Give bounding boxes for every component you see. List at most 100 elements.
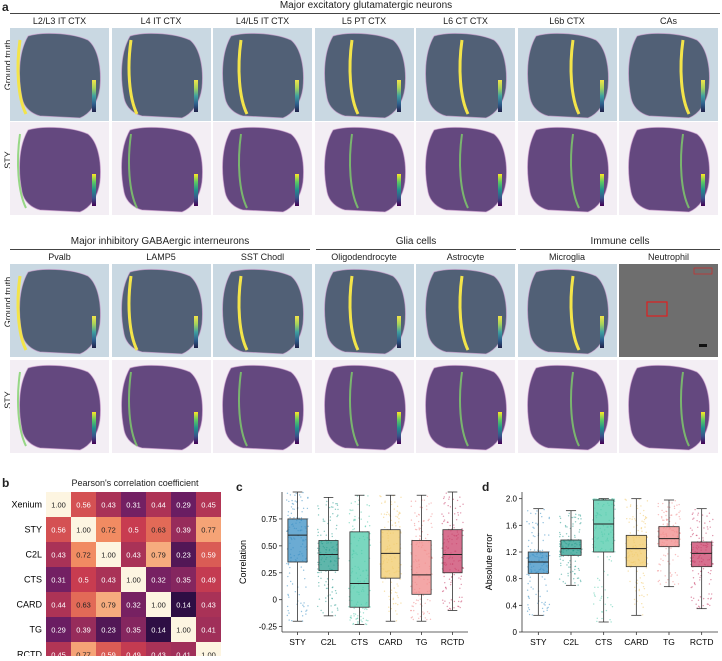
data-point <box>534 513 537 515</box>
data-point <box>628 521 630 523</box>
y-tick-label: 0.50 <box>261 542 277 551</box>
data-point <box>567 515 570 517</box>
data-point <box>707 603 709 605</box>
data-point <box>391 524 393 526</box>
heatmap-row-label: RCTD <box>17 650 42 657</box>
data-point <box>416 515 418 517</box>
data-point <box>462 503 464 505</box>
data-point <box>324 520 326 522</box>
x-tick-label: CTS <box>595 637 612 647</box>
data-point <box>674 522 677 524</box>
data-point <box>306 507 309 510</box>
data-point <box>418 617 420 620</box>
heatmap-value: 0.56 <box>76 501 91 510</box>
data-point <box>317 528 319 531</box>
data-point <box>448 496 451 498</box>
heatmap-value: 0.44 <box>51 601 66 610</box>
data-point <box>530 512 532 515</box>
data-point <box>596 617 598 620</box>
heatmap-value: 0.79 <box>101 601 116 610</box>
data-point <box>638 594 641 597</box>
data-point <box>430 502 432 504</box>
data-point <box>380 513 383 515</box>
heatmap-cell <box>96 542 121 567</box>
panel-d-letter: d <box>482 480 490 494</box>
data-point <box>298 494 301 496</box>
colorbar <box>599 412 604 444</box>
data-point <box>362 612 365 614</box>
data-point <box>662 519 664 521</box>
data-point <box>643 518 646 521</box>
y-axis-label: Absolute error <box>484 534 494 591</box>
data-point <box>418 594 420 597</box>
data-point <box>348 606 350 608</box>
data-point <box>352 525 354 527</box>
data-point <box>418 527 420 529</box>
data-point <box>601 586 603 588</box>
data-point <box>360 511 362 513</box>
data-point <box>289 516 291 519</box>
data-point <box>569 560 571 562</box>
data-point <box>671 502 673 504</box>
sty-map-l4-l5-it-ctx <box>213 122 312 215</box>
data-point <box>591 550 594 553</box>
correlation-boxplot: Correlation -0.25 0 0.25 0.50 0.75 STY C2L CTS CA… <box>238 491 468 647</box>
heatmap-cell <box>46 617 71 642</box>
data-point <box>643 521 645 523</box>
data-point <box>691 534 694 536</box>
x-tick-label: RCTD <box>690 637 714 647</box>
data-point <box>412 618 415 621</box>
data-point <box>573 516 575 518</box>
data-point <box>334 571 337 573</box>
data-point <box>548 517 550 520</box>
data-point <box>305 586 307 588</box>
data-point <box>539 595 541 598</box>
heatmap-title: Pearson's correlation coefficient <box>71 478 199 488</box>
data-point <box>392 603 395 605</box>
heatmap-cell <box>171 567 196 592</box>
data-point <box>294 494 296 496</box>
data-point <box>317 575 320 578</box>
heatmap-row-label: CARD <box>16 600 42 610</box>
data-point <box>397 514 400 516</box>
data-point <box>709 604 711 607</box>
data-point <box>462 529 464 532</box>
data-point <box>544 578 546 580</box>
data-point <box>642 585 645 588</box>
data-point <box>322 520 325 522</box>
data-point <box>712 534 714 537</box>
gt-map-cas <box>619 28 718 121</box>
data-point <box>367 495 369 497</box>
data-point <box>629 580 631 583</box>
heatmap-cell <box>196 517 221 542</box>
data-point <box>442 515 445 518</box>
data-point <box>673 507 676 510</box>
data-point <box>456 499 459 502</box>
sty-map-sst-chodl <box>213 360 312 453</box>
data-point <box>338 557 340 560</box>
y-tick-label: 2.0 <box>506 495 518 504</box>
data-point <box>419 598 422 600</box>
panel-b-letter: b <box>2 476 10 490</box>
colorbar <box>599 174 604 206</box>
data-point <box>291 583 294 585</box>
data-point <box>559 517 562 520</box>
x-tick-label: CARD <box>378 637 402 647</box>
data-point <box>640 582 643 584</box>
data-point <box>443 520 445 523</box>
data-point <box>446 605 448 608</box>
data-point <box>330 506 333 508</box>
data-point <box>641 602 643 605</box>
data-point <box>384 501 386 504</box>
data-point <box>368 525 371 527</box>
data-point <box>317 547 319 550</box>
data-point <box>458 596 461 598</box>
data-point <box>645 567 648 569</box>
data-point <box>574 568 576 571</box>
data-point <box>450 581 452 584</box>
data-point <box>393 508 395 510</box>
data-point <box>325 597 327 599</box>
data-point <box>388 595 390 598</box>
data-point <box>577 567 580 570</box>
heatmap-value: 0.14 <box>151 626 166 635</box>
